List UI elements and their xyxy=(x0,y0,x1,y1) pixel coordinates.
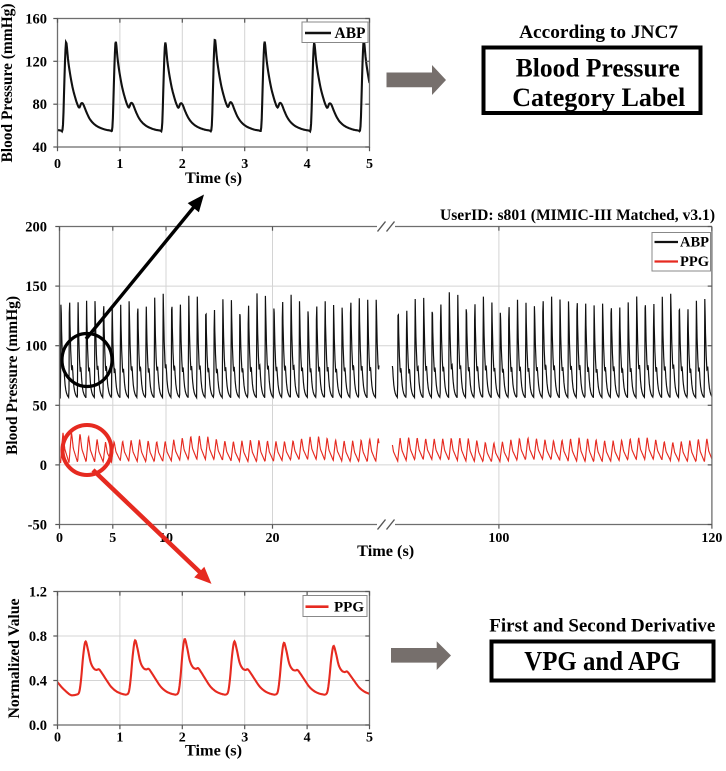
svg-text:ABP: ABP xyxy=(680,235,709,251)
svg-text:200: 200 xyxy=(25,220,47,236)
svg-text:120: 120 xyxy=(701,531,722,546)
svg-text:PPG: PPG xyxy=(680,254,709,270)
svg-text:Blood Pressure (mmHg): Blood Pressure (mmHg) xyxy=(4,296,21,455)
svg-text:5: 5 xyxy=(366,157,373,172)
svg-text:150: 150 xyxy=(25,279,47,295)
svg-text:First and Second Derivative: First and Second Derivative xyxy=(489,616,715,637)
svg-text:Time (s): Time (s) xyxy=(357,543,414,560)
svg-text:3: 3 xyxy=(241,731,248,746)
svg-text:120: 120 xyxy=(25,54,47,70)
svg-text:80: 80 xyxy=(33,97,48,113)
svg-text:2: 2 xyxy=(179,157,186,172)
svg-text:-50: -50 xyxy=(28,518,47,534)
svg-text:160: 160 xyxy=(25,12,47,28)
svg-text:5: 5 xyxy=(366,731,373,746)
svg-text:50: 50 xyxy=(33,398,48,414)
svg-text:1: 1 xyxy=(116,731,123,746)
svg-text:According to JNC7: According to JNC7 xyxy=(519,22,679,43)
svg-text:0: 0 xyxy=(54,157,61,172)
svg-text:1: 1 xyxy=(116,157,123,172)
svg-text:1.2: 1.2 xyxy=(29,585,47,601)
svg-text:5: 5 xyxy=(109,531,116,546)
svg-text:4: 4 xyxy=(304,731,311,746)
svg-text:2: 2 xyxy=(179,731,186,746)
svg-text:20: 20 xyxy=(266,531,280,546)
svg-text:Time (s): Time (s) xyxy=(185,743,242,760)
svg-text:Category Label: Category Label xyxy=(512,82,685,112)
svg-text:0: 0 xyxy=(54,731,61,746)
svg-text:100: 100 xyxy=(488,531,509,546)
svg-text:4: 4 xyxy=(304,157,311,172)
svg-text:Blood Pressure: Blood Pressure xyxy=(516,53,680,83)
svg-text:3: 3 xyxy=(241,157,248,172)
svg-text:VPG and APG: VPG and APG xyxy=(524,646,680,676)
svg-text:0.8: 0.8 xyxy=(29,629,47,645)
svg-text:Normalized Value: Normalized Value xyxy=(6,598,23,718)
svg-text:0: 0 xyxy=(40,458,47,474)
svg-text:ABP: ABP xyxy=(335,25,367,42)
svg-text:0.4: 0.4 xyxy=(29,674,47,690)
svg-text:Time (s): Time (s) xyxy=(185,170,242,187)
svg-text:100: 100 xyxy=(25,339,47,355)
svg-text:PPG: PPG xyxy=(334,600,364,616)
svg-text:Blood Pressure (mmHg): Blood Pressure (mmHg) xyxy=(0,4,16,163)
svg-text:40: 40 xyxy=(33,140,48,156)
svg-text:0.0: 0.0 xyxy=(29,718,47,734)
svg-text:0: 0 xyxy=(56,531,63,546)
svg-text:UserID: s801 (MIMIC-III Matche: UserID: s801 (MIMIC-III Matched, v3.1) xyxy=(440,207,715,224)
